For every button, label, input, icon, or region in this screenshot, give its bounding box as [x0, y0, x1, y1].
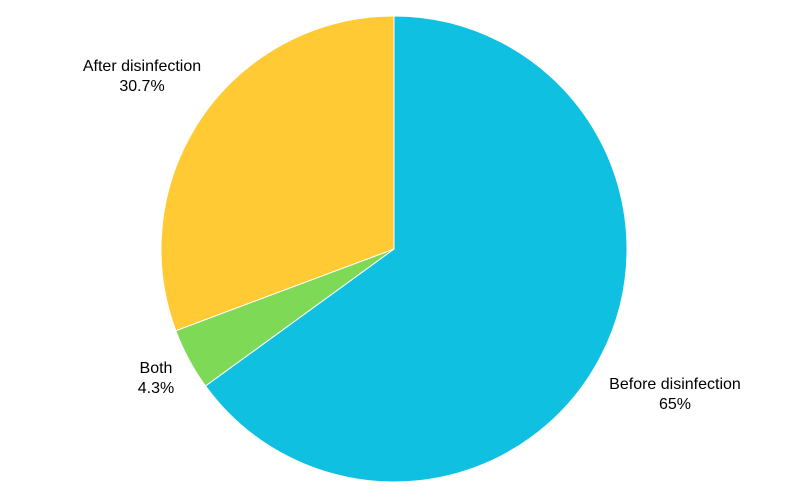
slice-before-disinfection: [204, 15, 628, 483]
slice-label-before-disinfection: Before disinfection: [609, 376, 741, 393]
slices-layer: [160, 15, 628, 483]
slice-label-both: Both: [140, 360, 173, 377]
slice-value-before-disinfection: 65%: [659, 396, 691, 413]
slice-value-after-disinfection: 30.7%: [119, 78, 164, 95]
labels-layer: Before disinfection 65% Both 4.3% After disi…: [83, 58, 741, 413]
slice-after-disinfection: [160, 15, 395, 332]
slice-label-after-disinfection: After disinfection: [83, 58, 201, 75]
slice-value-both: 4.3%: [138, 380, 174, 397]
